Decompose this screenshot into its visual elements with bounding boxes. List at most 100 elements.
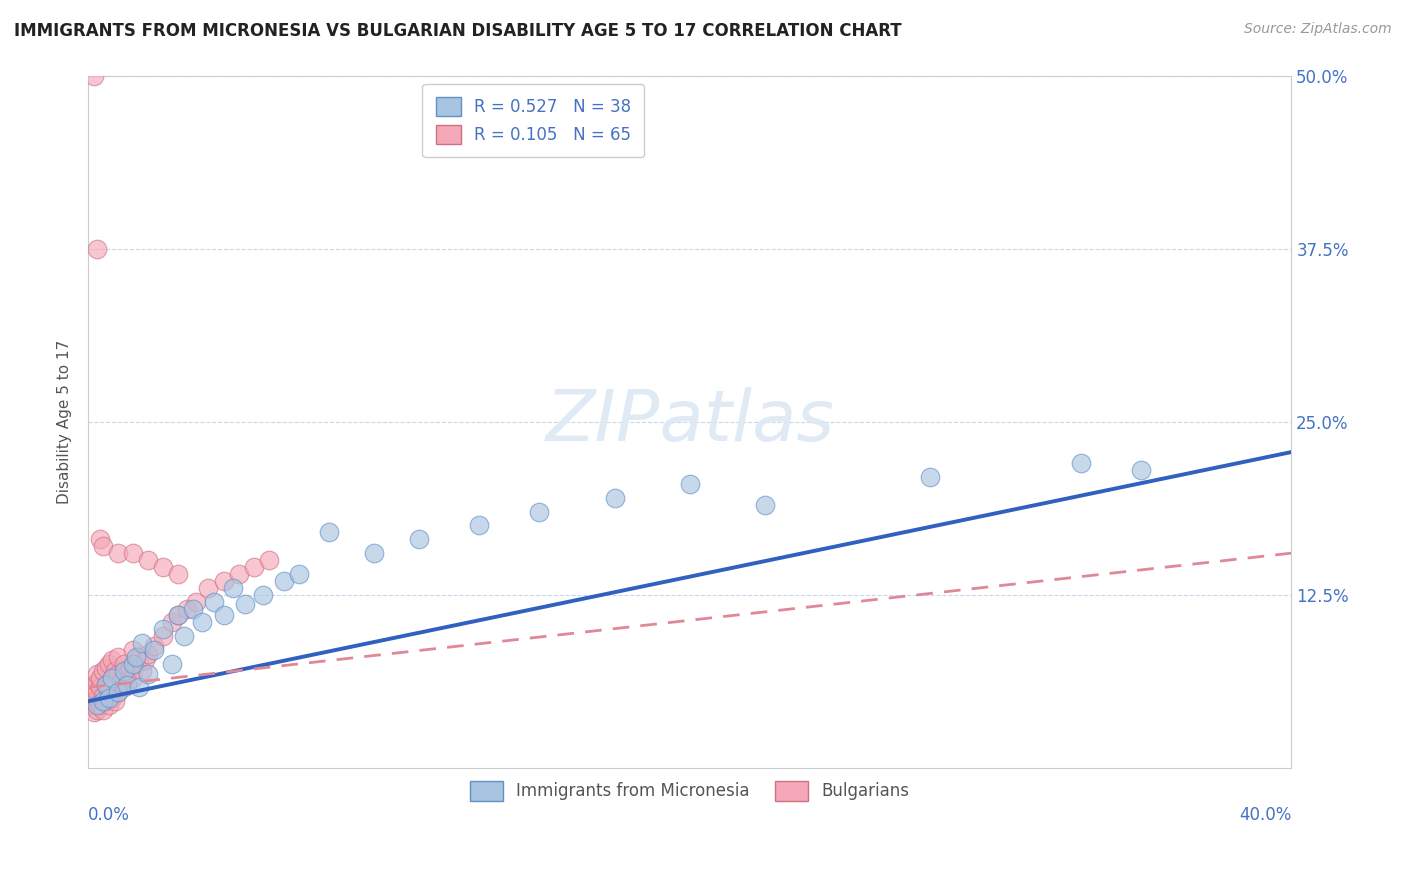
Point: [152, 560, 174, 574]
Point: [176, 601, 198, 615]
Point: [83, 689, 105, 703]
Point: [920, 470, 942, 484]
Point: [91, 689, 114, 703]
Point: [679, 476, 702, 491]
Point: [191, 615, 214, 630]
Text: 40.0%: 40.0%: [1239, 805, 1291, 824]
Point: [529, 505, 551, 519]
Point: [112, 681, 135, 695]
Point: [162, 615, 184, 630]
Point: [131, 636, 153, 650]
Point: [125, 649, 148, 664]
Point: [125, 657, 148, 671]
Point: [197, 581, 219, 595]
Point: [363, 546, 385, 560]
Point: [212, 608, 235, 623]
Point: [134, 653, 156, 667]
Point: [136, 666, 159, 681]
Point: [167, 608, 190, 623]
Point: [107, 546, 129, 560]
Point: [96, 694, 118, 708]
Point: [83, 706, 105, 720]
Legend: Immigrants from Micronesia, Bulgarians: Immigrants from Micronesia, Bulgarians: [463, 774, 917, 808]
Point: [287, 566, 309, 581]
Point: [143, 639, 166, 653]
Point: [167, 608, 190, 623]
Point: [107, 649, 129, 664]
Point: [152, 629, 174, 643]
Point: [98, 657, 121, 671]
Point: [122, 546, 145, 560]
Point: [136, 647, 159, 661]
Point: [91, 539, 114, 553]
Point: [117, 678, 139, 692]
Point: [96, 678, 118, 692]
Text: ZIPatlas: ZIPatlas: [546, 387, 834, 456]
Point: [98, 681, 121, 695]
Point: [107, 684, 129, 698]
Point: [122, 657, 145, 671]
Point: [112, 657, 135, 671]
Point: [86, 666, 108, 681]
Point: [754, 498, 776, 512]
Point: [204, 594, 226, 608]
Text: Source: ZipAtlas.com: Source: ZipAtlas.com: [1244, 22, 1392, 37]
Point: [212, 574, 235, 588]
Point: [101, 653, 124, 667]
Point: [128, 649, 150, 664]
Point: [80, 691, 103, 706]
Point: [110, 674, 132, 689]
Point: [273, 574, 295, 588]
Point: [86, 698, 108, 713]
Point: [107, 666, 129, 681]
Point: [83, 694, 105, 708]
Point: [104, 664, 127, 678]
Point: [98, 698, 121, 713]
Point: [104, 694, 127, 708]
Point: [152, 622, 174, 636]
Point: [131, 664, 153, 678]
Point: [86, 684, 108, 698]
Point: [136, 553, 159, 567]
Point: [101, 671, 124, 685]
Point: [228, 566, 250, 581]
Point: [91, 694, 114, 708]
Point: [242, 560, 264, 574]
Point: [117, 666, 139, 681]
Point: [233, 598, 256, 612]
Point: [83, 678, 105, 692]
Text: IMMIGRANTS FROM MICRONESIA VS BULGARIAN DISABILITY AGE 5 TO 17 CORRELATION CHART: IMMIGRANTS FROM MICRONESIA VS BULGARIAN …: [14, 22, 901, 40]
Point: [89, 681, 111, 695]
Point: [112, 664, 135, 678]
Point: [318, 525, 340, 540]
Point: [86, 674, 108, 689]
Point: [186, 594, 208, 608]
Point: [83, 69, 105, 83]
Point: [80, 684, 103, 698]
Y-axis label: Disability Age 5 to 17: Disability Age 5 to 17: [58, 340, 72, 504]
Point: [603, 491, 626, 505]
Point: [86, 702, 108, 716]
Point: [122, 643, 145, 657]
Point: [107, 684, 129, 698]
Point: [162, 657, 184, 671]
Point: [143, 643, 166, 657]
Point: [408, 533, 430, 547]
Point: [468, 518, 491, 533]
Point: [96, 661, 118, 675]
Point: [221, 581, 243, 595]
Point: [1129, 463, 1152, 477]
Point: [1070, 456, 1092, 470]
Point: [257, 553, 280, 567]
Point: [89, 533, 111, 547]
Point: [167, 566, 190, 581]
Point: [86, 691, 108, 706]
Point: [80, 698, 103, 713]
Text: 0.0%: 0.0%: [89, 805, 129, 824]
Point: [83, 681, 105, 695]
Point: [91, 702, 114, 716]
Point: [120, 661, 142, 675]
Point: [89, 671, 111, 685]
Point: [96, 678, 118, 692]
Point: [98, 691, 121, 706]
